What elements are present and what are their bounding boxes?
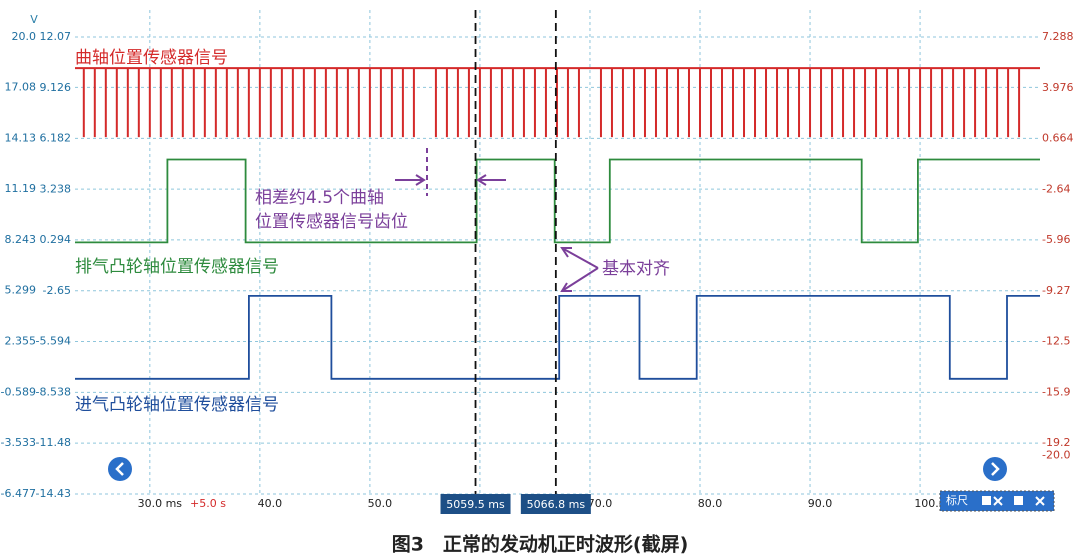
x-tick-label: 100.0 [914,497,946,510]
x-tick-label: 80.0 [698,497,723,510]
toolbar-label[interactable]: 标尺 [946,493,968,507]
y2-tick-label: -11.48 [36,436,71,449]
series-label: 排气凸轮轴位置传感器信号 [75,257,279,277]
y-tick-label: 17.08 [5,80,37,93]
y2-tick-label: -14.43 [36,487,71,500]
y2-tick-label: 9.126 [40,81,72,94]
cursor-label-box [520,494,591,514]
cursor-label: 5059.5 ms [446,498,505,511]
toolbar-close[interactable] [1035,496,1045,506]
caption: 图3 正常的发动机正时波形(截屏) [392,533,689,556]
annotation-arrow [560,247,599,292]
y2-tick-label: -5.594 [36,335,71,348]
annotation-arrow [476,174,506,186]
toolbar-icon[interactable] [982,496,991,505]
toolbar-close[interactable] [993,496,1003,506]
y3-tick-label: -9.27 [1042,284,1070,297]
series-label: 进气凸轮轴位置传感器信号 [75,395,279,415]
y2-tick-label: -2.65 [43,284,71,297]
annotation: 位置传感器信号齿位 [255,212,408,232]
y-tick-label: 2.355 [5,335,37,348]
y-tick-label: -3.533 [1,436,36,449]
y3-tick-label: 7.288 [1042,30,1074,43]
y2-tick-label: 3.238 [40,182,72,195]
x-tick-label: 40.0 [258,497,283,510]
nav-chevron [115,462,124,476]
series-label: 曲轴位置传感器信号 [75,48,228,68]
annotation: 相差约4.5个曲轴 [255,188,384,208]
y3-tick-label: 0.664 [1042,132,1074,145]
x-tick-label: 70.0 [588,497,613,510]
y-tick-label: -6.477 [1,487,36,500]
y-tick-label: 20.0 [12,30,37,43]
cursor-label-box [440,494,511,514]
y2-tick-label: 12.07 [40,30,72,43]
nav-chevron [991,462,1000,476]
y3-tick-label: 3.976 [1042,81,1074,94]
nav-button[interactable] [983,457,1007,481]
nav-button[interactable] [108,457,132,481]
y3-tick-label: -12.5 [1042,335,1070,348]
annotation-arrow [395,174,426,186]
x-tick-label: 50.0 [368,497,393,510]
y-tick-label: -0.589 [1,385,36,398]
y-unit: V [30,13,38,26]
toolbar-icon[interactable] [1014,496,1023,505]
y2-tick-label: 6.182 [40,132,72,145]
y3-tick-label: -2.64 [1042,182,1070,195]
y2-tick-label: -8.538 [36,385,71,398]
y-tick-label: 8.243 [5,233,37,246]
y-tick-label: 11.19 [5,182,37,195]
y3-tick-label: -5.96 [1042,233,1070,246]
annotation: 基本对齐 [602,259,670,279]
plot-background [0,0,1080,520]
x-tick-label: 30.0 ms [138,497,183,510]
y2-tick-label: 0.294 [40,233,72,246]
x-offset-label: +5.0 s [190,497,226,510]
signal-line [75,295,1040,380]
signal-line [75,158,1040,244]
y3-tick-label: -19.2 [1042,436,1070,449]
y-tick-label: 14.13 [5,131,37,144]
y3-tick-label: -20.0 [1042,448,1070,461]
cursor-label: 5066.8 ms [527,498,586,511]
y-tick-label: 5.299 [5,284,37,297]
x-tick-label: 90.0 [808,497,833,510]
y3-tick-label: -15.9 [1042,385,1070,398]
